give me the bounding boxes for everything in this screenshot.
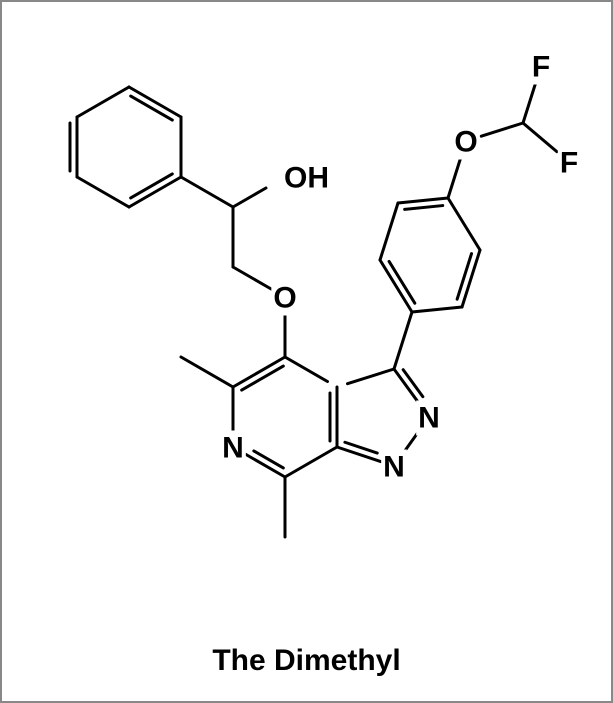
figure-caption: The Dimethyl xyxy=(2,644,611,678)
figure-container: OHOONNNFF The Dimethyl xyxy=(0,0,613,703)
atom-label: O xyxy=(454,126,477,159)
molecule-svg: OHOONNNFF xyxy=(2,2,611,622)
atom-label: N xyxy=(383,451,405,484)
atom-label: N xyxy=(418,402,440,435)
atom-label: F xyxy=(532,51,550,84)
atom-label: F xyxy=(560,147,578,180)
atom-label: N xyxy=(222,432,244,465)
atom-label: OH xyxy=(284,162,329,195)
atom-label: O xyxy=(273,282,296,315)
